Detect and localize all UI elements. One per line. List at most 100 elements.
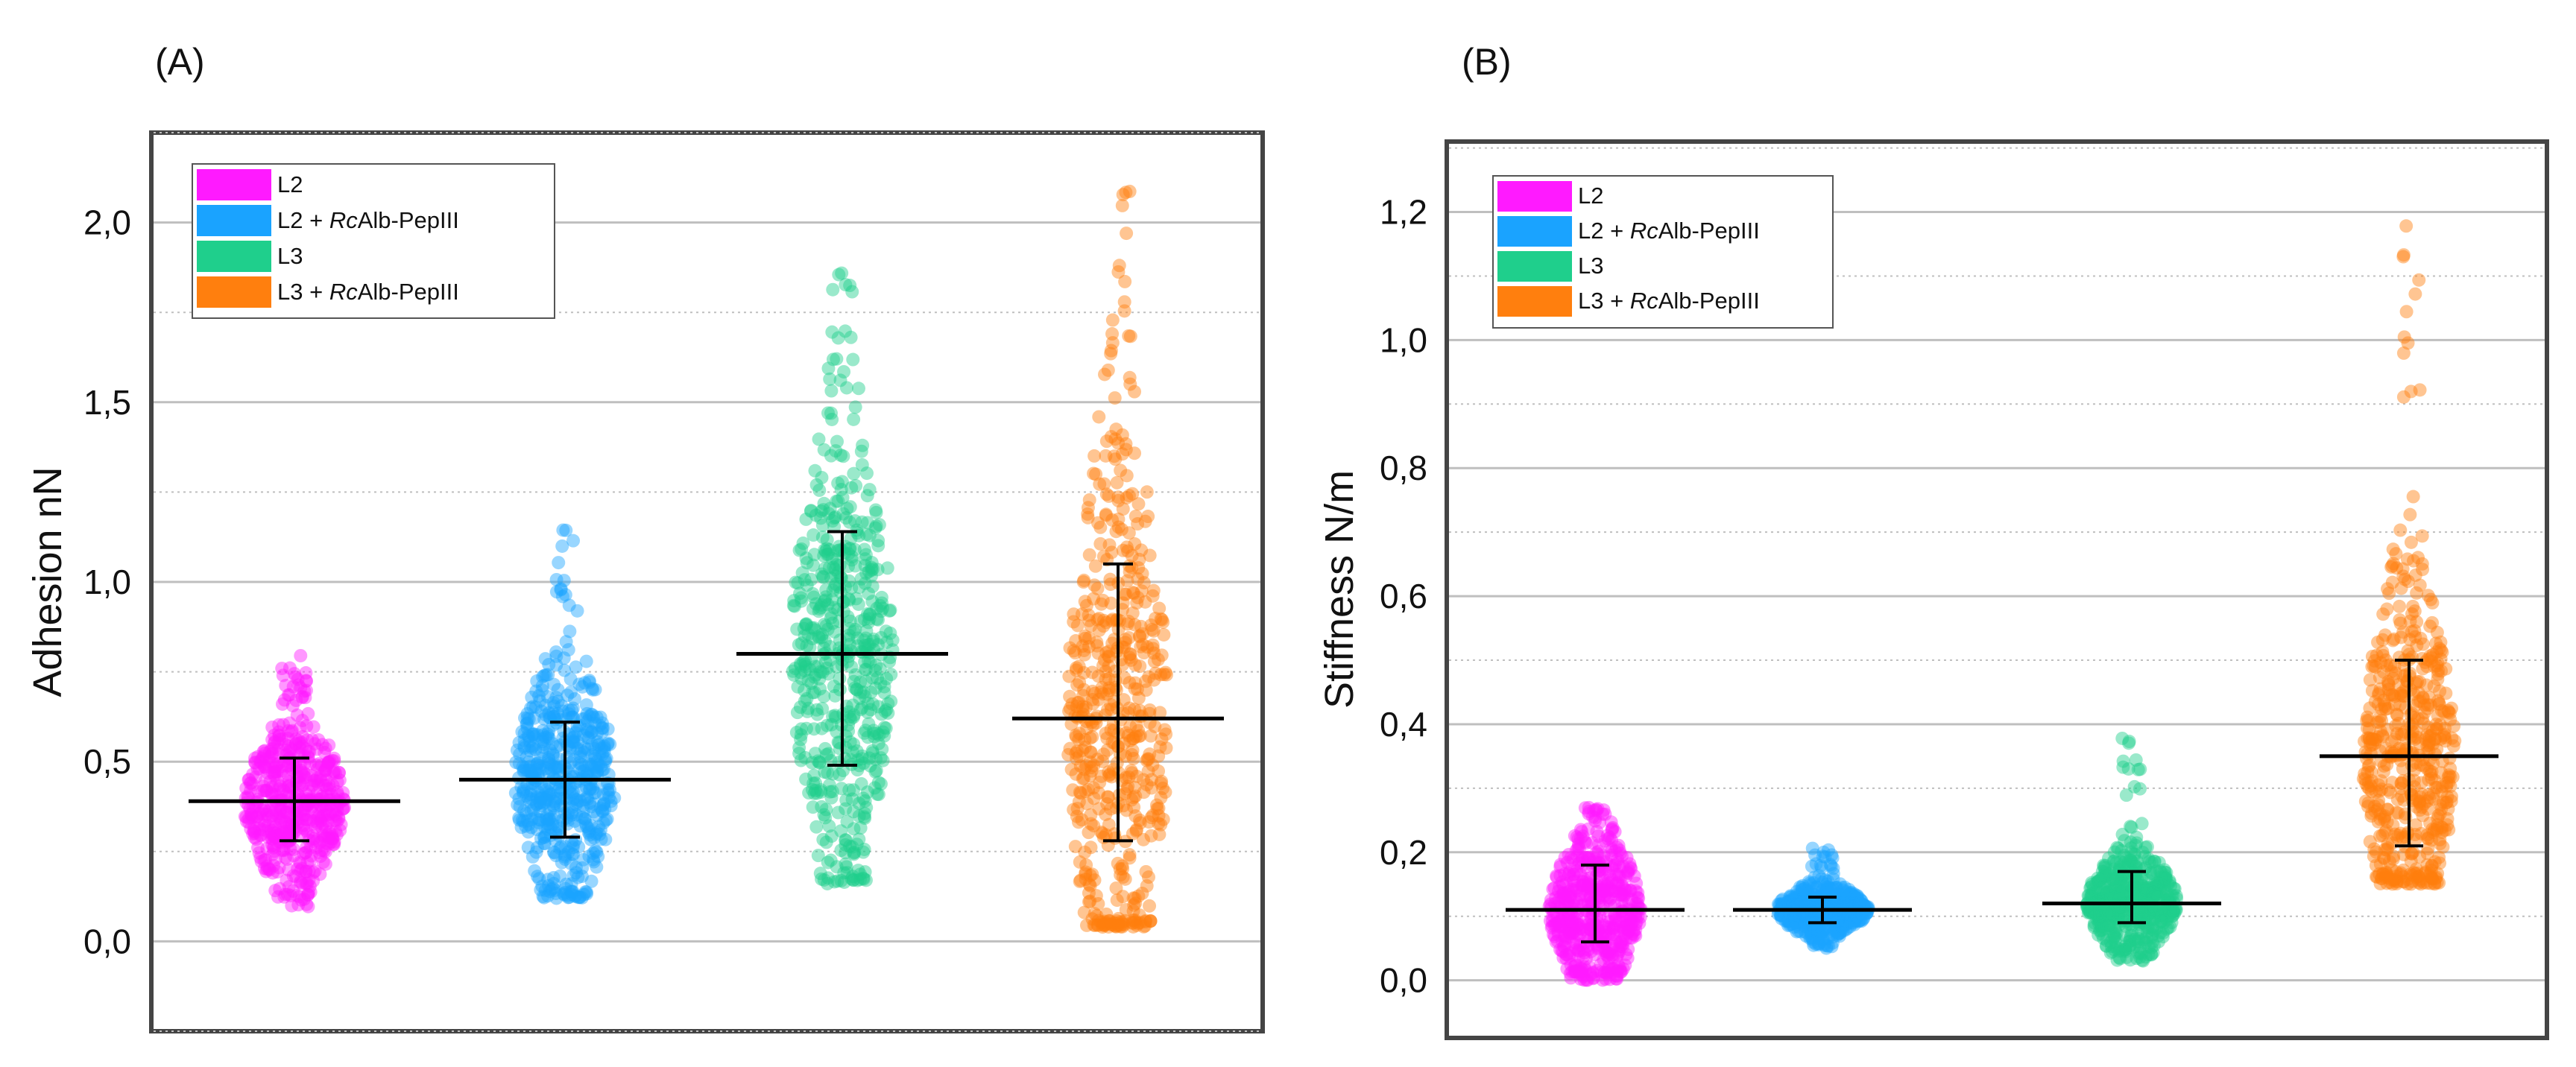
data-point [549,791,563,805]
data-point [569,808,584,822]
data-point [294,766,309,780]
data-point [1586,971,1600,985]
data-point [320,836,334,850]
data-point [566,838,581,852]
data-point [555,539,569,553]
data-point [315,738,329,752]
data-point [276,668,290,683]
data-point [584,874,599,888]
data-point [280,873,294,887]
data-point [578,741,592,755]
data-point [295,739,309,753]
data-point [531,767,545,782]
data-point [575,744,589,758]
data-point [256,823,270,837]
y-tick-label: 1,5 [83,383,131,422]
data-point [258,784,272,798]
data-point [267,840,281,855]
data-point [807,548,821,562]
data-point [587,760,602,774]
data-point [522,712,536,726]
data-point [297,846,311,861]
data-point [277,890,291,904]
data-point [593,718,607,732]
data-point [329,808,343,822]
data-point [849,478,863,493]
data-point [566,793,580,807]
data-point [330,803,344,817]
data-point [839,381,853,395]
data-point [546,706,561,720]
data-point [523,763,537,777]
data-point [585,748,599,762]
data-point [523,734,537,748]
data-point [248,770,262,784]
data-point [310,833,324,847]
data-point [278,850,292,864]
data-point [590,735,604,749]
data-point [335,802,350,816]
data-point [585,725,599,739]
data-point [258,774,272,788]
data-point [595,716,609,730]
data-point [807,722,821,736]
legend-label: L2 + RcAlb-PepIII [277,207,459,233]
data-point [533,796,547,810]
data-point [529,845,543,859]
data-point [2403,867,2417,881]
data-point [535,679,549,693]
data-point [596,788,610,802]
data-point [1104,343,1118,358]
data-point [551,784,565,798]
data-point [813,867,827,881]
data-point [1073,785,1087,800]
data-point [526,802,540,817]
data-point [524,766,538,780]
data-point [1097,477,1111,491]
data-point [2393,523,2408,537]
data-point [246,810,260,824]
data-point [299,846,313,860]
data-point [2361,759,2375,773]
data-point [244,808,259,822]
data-point [822,560,836,574]
data-point [1102,790,1116,804]
data-point [597,741,611,756]
data-point [530,840,544,855]
data-point [582,824,596,838]
data-point [551,706,565,721]
data-point [238,809,252,823]
data-point [852,832,866,846]
data-point [530,797,544,811]
data-point [261,766,275,780]
data-point [2415,557,2429,571]
data-point [539,828,553,842]
data-point [821,406,836,420]
data-point [823,372,837,386]
data-point [549,891,564,905]
data-point [299,864,313,878]
data-point [2406,490,2420,504]
data-point [534,792,548,806]
data-point [539,762,553,776]
data-point [312,810,326,824]
data-point [2399,305,2414,319]
data-point [270,764,284,779]
data-point [542,817,556,831]
data-point [246,827,260,841]
data-point [835,475,849,489]
data-point [318,844,332,858]
data-point [590,764,604,778]
data-point [291,734,306,748]
data-point [579,780,593,794]
data-point [265,832,280,846]
data-point [298,770,312,785]
data-point [578,811,592,826]
data-point [1095,826,1109,840]
data-point [529,762,543,776]
data-point [596,816,610,830]
data-point [584,707,599,721]
data-point [287,667,301,681]
data-point [268,830,282,844]
